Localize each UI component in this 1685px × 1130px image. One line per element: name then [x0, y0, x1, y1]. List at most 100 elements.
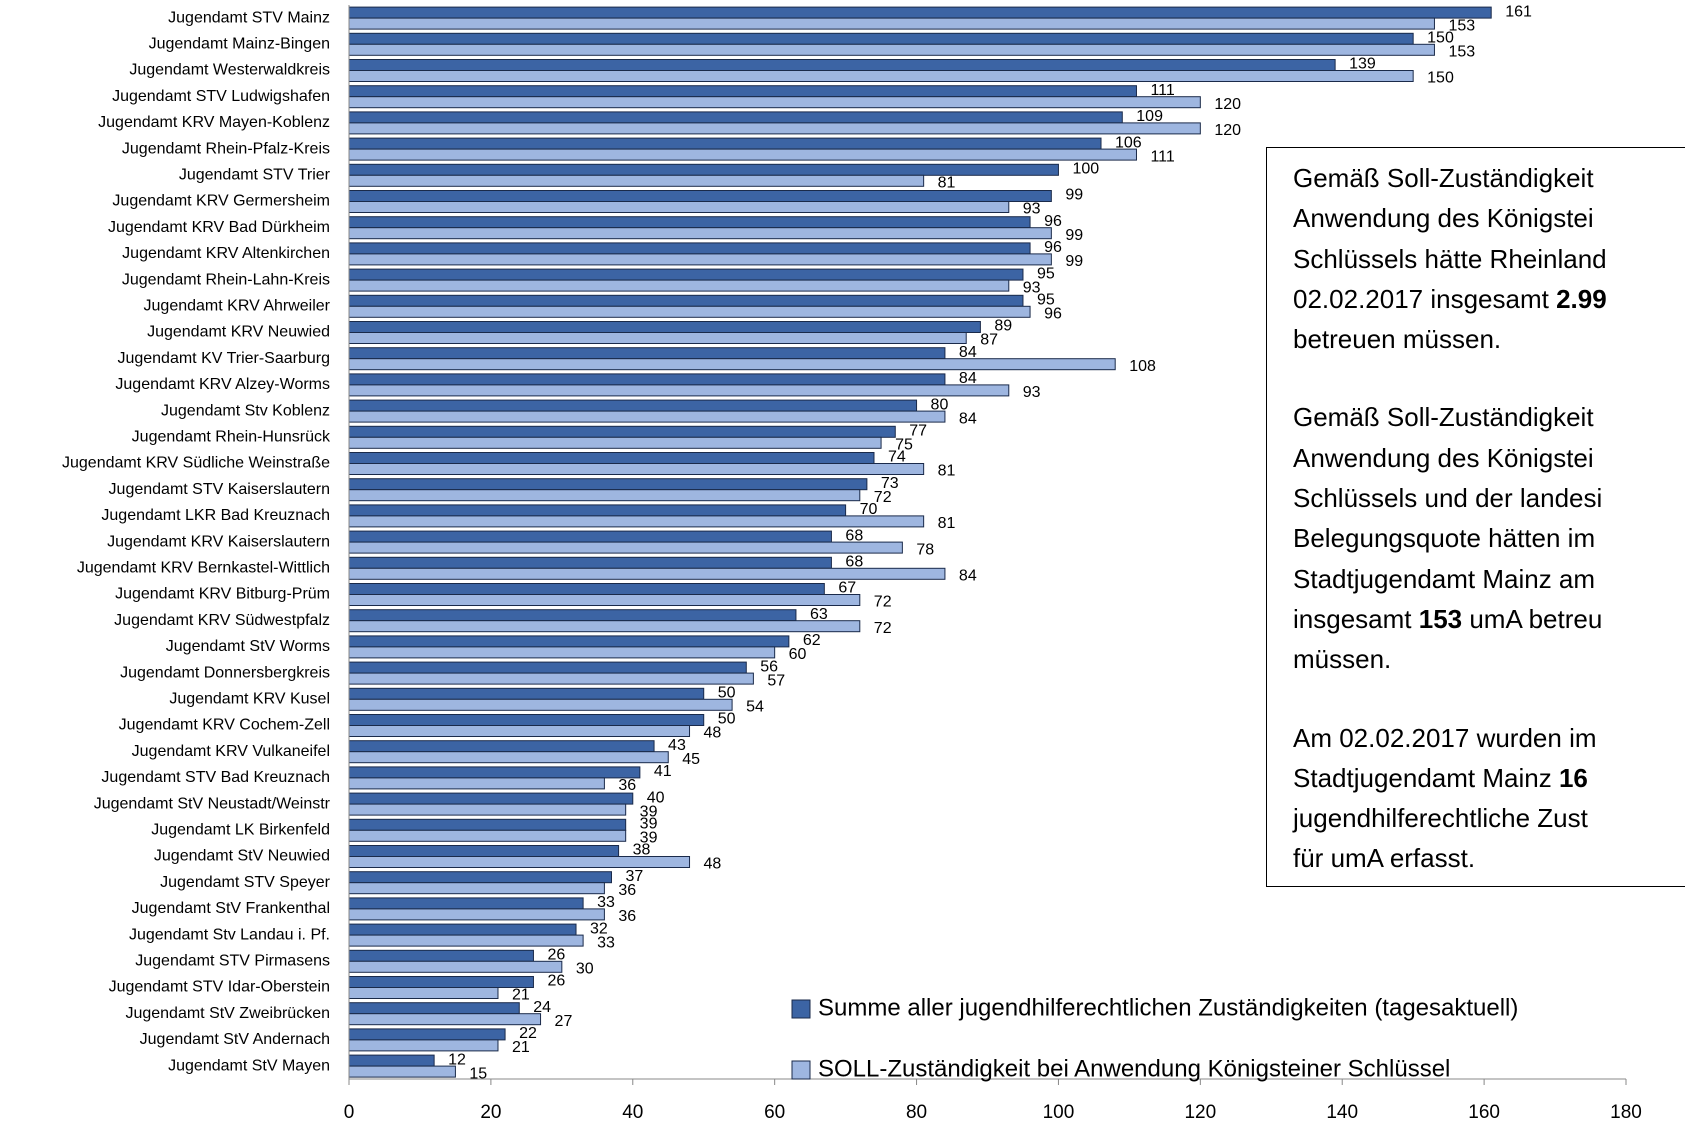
bar [348, 1039, 499, 1052]
value-label: 56 [760, 658, 778, 675]
bar [348, 463, 925, 475]
y-tick-label: Jugendamt STV Bad Kreuznach [101, 769, 330, 786]
bar [348, 504, 847, 517]
bar [348, 567, 946, 580]
bar [348, 279, 1010, 292]
bar [348, 740, 655, 753]
y-tick-label: Jugendamt Stv Landau i. Pf. [129, 926, 330, 943]
y-tick-label: Jugendamt Rhein-Pfalz-Kreis [122, 140, 330, 157]
bar [348, 976, 534, 988]
y-tick-label: Jugendamt KRV Cochem-Zell [119, 717, 330, 734]
value-label: 74 [888, 449, 906, 466]
text-line: Schlüssels hätte Rheinland [1293, 239, 1685, 279]
value-label: 120 [1214, 122, 1241, 139]
bar [348, 70, 1414, 82]
value-label: 45 [682, 751, 700, 768]
bar [348, 698, 733, 711]
y-tick-label: Jugendamt KV Trier-Saarburg [117, 350, 330, 367]
bar [348, 137, 1102, 150]
bar [348, 987, 499, 999]
bar [348, 1054, 435, 1067]
bar [348, 436, 882, 449]
bar [348, 410, 946, 423]
x-tick-label: 140 [1326, 1102, 1358, 1123]
y-tick-label: Jugendamt StV Neuwied [154, 848, 330, 865]
value-label: 39 [640, 803, 658, 820]
y-tick-label: Jugendamt KRV Südwestpfalz [114, 612, 330, 629]
bar [348, 294, 1024, 307]
value-label: 38 [633, 842, 651, 859]
x-tick-label: 180 [1610, 1102, 1642, 1123]
value-label: 21 [512, 1039, 530, 1056]
value-label: 84 [959, 370, 977, 387]
value-label: 93 [1023, 201, 1041, 218]
y-tick-label: Jugendamt Rhein-Hunsrück [132, 429, 331, 446]
x-tick-label: 80 [906, 1102, 927, 1123]
bar [348, 452, 875, 464]
x-tick-label: 20 [480, 1102, 501, 1123]
value-label: 111 [1150, 82, 1174, 99]
bar [348, 6, 1492, 19]
value-label: 60 [789, 646, 807, 663]
bar [348, 530, 832, 543]
value-label: 15 [469, 1065, 487, 1082]
bar [348, 32, 1414, 45]
y-tick-label: Jugendamt KRV Südliche Weinstraße [62, 455, 330, 472]
bar [348, 85, 1137, 98]
y-tick-label: Jugendamt STV Kaiserslautern [109, 481, 330, 498]
text-segment: Stadtjugendamt Mainz am [1293, 563, 1596, 594]
bar [348, 242, 1031, 255]
text-line: Stadtjugendamt Mainz am [1293, 559, 1685, 599]
y-tick-label: Jugendamt KRV Ahrweiler [144, 298, 331, 315]
value-label: 43 [668, 737, 686, 754]
value-label: 39 [640, 830, 658, 847]
y-tick-label: Jugendamt KRV Germersheim [112, 193, 330, 210]
bar [348, 882, 605, 895]
y-tick-label: Jugendamt KRV Neuwied [147, 324, 330, 341]
value-label: 48 [704, 725, 722, 742]
bar [348, 425, 896, 438]
bar [348, 908, 605, 921]
value-label: 80 [931, 396, 949, 413]
value-label: 41 [654, 763, 672, 780]
legend-label: Summe aller jugendhilferechtlichen Zustä… [818, 994, 1518, 1021]
bar [348, 725, 691, 737]
value-label: 36 [618, 882, 636, 899]
bar [348, 845, 620, 857]
y-tick-label: Jugendamt STV Speyer [160, 874, 331, 891]
text-line: betreuen müssen. [1293, 319, 1685, 359]
text-line: Anwendung des Königstei [1293, 198, 1685, 238]
y-tick-label: Jugendamt KRV Bernkastel-Wittlich [77, 560, 330, 577]
value-label: 26 [547, 947, 565, 964]
gap [1293, 359, 1685, 397]
bar [348, 321, 981, 333]
value-label: 84 [959, 410, 977, 427]
bar [348, 949, 534, 962]
value-label: 99 [1065, 227, 1083, 244]
y-tick-label: Jugendamt KRV Bitburg-Prüm [115, 586, 330, 603]
legend-swatch [791, 999, 811, 1019]
text-segment: Schlüssels und der landesi [1293, 483, 1603, 514]
y-tick-label: Jugendamt KRV Mayen-Koblenz [98, 114, 330, 131]
bar [348, 17, 1435, 30]
text-segment: Am 02.02.2017 wurden im [1293, 722, 1597, 753]
legend-label: SOLL-Zuständigkeit bei Anwendung Königst… [818, 1055, 1450, 1082]
bar [348, 347, 946, 360]
value-label: 139 [1349, 56, 1376, 73]
value-label: 24 [533, 999, 551, 1016]
y-tick-label: Jugendamt LKR Bad Kreuznach [101, 507, 330, 524]
bar [348, 358, 1116, 371]
bar [348, 635, 790, 648]
bar [348, 960, 563, 973]
y-tick-label: Jugendamt STV Ludwigshafen [112, 88, 330, 105]
text-segment: 153 [1418, 603, 1463, 634]
value-label: 26 [547, 973, 565, 990]
value-label: 78 [916, 541, 934, 558]
y-tick-label: Jugendamt Mainz-Bingen [149, 36, 330, 53]
y-tick-label: Jugendamt StV Worms [166, 638, 330, 655]
y-tick-label: Jugendamt KRV Alzey-Worms [115, 376, 330, 393]
value-label: 153 [1448, 17, 1475, 34]
y-tick-label: Jugendamt KRV Kaiserslautern [107, 533, 330, 550]
bar [348, 829, 627, 842]
bar [348, 1013, 542, 1026]
